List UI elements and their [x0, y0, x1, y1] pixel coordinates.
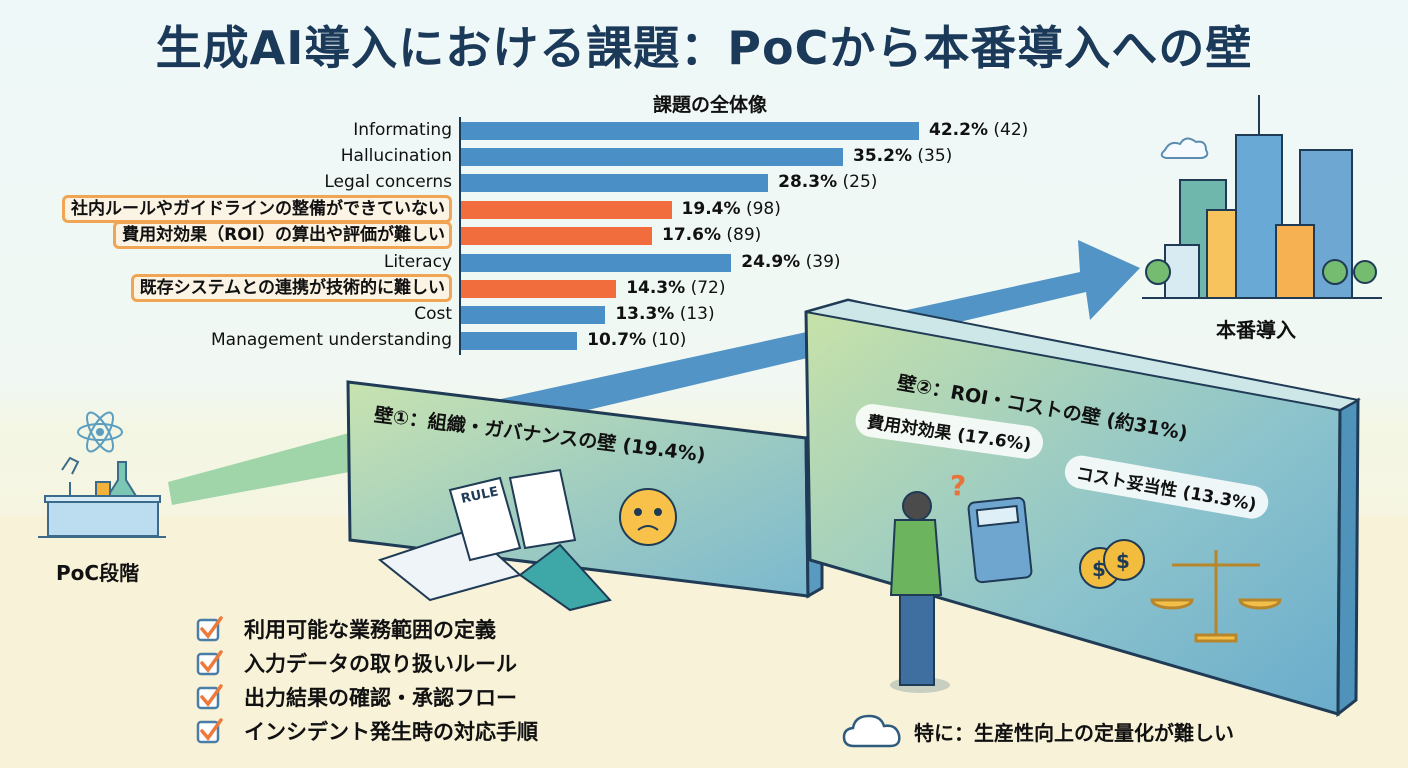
bar-value-label: 10.7% (10) [587, 330, 686, 350]
bar-value-label: 35.2% (35) [853, 146, 952, 166]
bar-value-label: 28.3% (25) [778, 172, 877, 192]
bar-count: (13) [679, 304, 715, 324]
bar [461, 201, 672, 219]
bar-count: (10) [651, 330, 687, 350]
worried-face-icon [619, 488, 677, 546]
bar-count: (25) [842, 172, 878, 192]
chart-row: Literacy 24.9% (39) [0, 250, 1100, 276]
chart-y-axis [459, 117, 461, 355]
bar-category-label: 費用対効果（ROI）の算出や評価が難しい [113, 221, 452, 249]
svg-text:$: $ [1116, 549, 1130, 573]
green-path-arrow [168, 430, 360, 505]
bar-percent: 28.3% [778, 172, 838, 192]
bar-category-label: Legal concerns [324, 172, 452, 192]
bar-value-label: 14.3% (72) [626, 278, 725, 298]
cloud-icon [842, 714, 901, 748]
torn-rulebook-icon [377, 468, 612, 612]
blue-path-arrow [360, 240, 1140, 445]
bar-count: (42) [993, 120, 1029, 140]
chart-row: Legal concerns 28.3% (25) [0, 170, 1100, 196]
bar-category-label: 社内ルールやガイドラインの整備ができていない [62, 195, 452, 223]
page-title: 生成AI導入における課題：PoCから本番導入への壁 [155, 21, 1253, 75]
bar-count: (98) [745, 199, 781, 219]
bar-category-label: Cost [414, 304, 452, 324]
bar-category-label: Informating [353, 120, 452, 140]
checkbox-checked-icon [196, 616, 223, 642]
chart-row: Management understanding 10.7% (10) [0, 328, 1100, 354]
money-bags-icon: $ $ [1079, 539, 1145, 589]
bar-value-label: 24.9% (39) [741, 252, 840, 272]
bar-category-label: Management understanding [211, 330, 452, 350]
checklist-item: インシデント発生時の対応手順 [196, 714, 538, 748]
bar-value-label: 42.2% (42) [929, 120, 1028, 140]
bar-percent: 24.9% [741, 252, 801, 272]
bar-count: (89) [726, 225, 762, 245]
bar [461, 306, 606, 324]
bar [461, 332, 578, 350]
bar [461, 254, 732, 272]
balance-scale-icon [1150, 550, 1282, 643]
governance-checklist: 利用可能な業務範囲の定義 入力データの取り扱いルール 出力結果の確認・承認フロー… [196, 612, 538, 748]
bar [461, 280, 617, 298]
checklist-item: 入力データの取り扱いルール [196, 646, 538, 680]
question-mark-icon: ? [950, 469, 966, 502]
bar [461, 122, 919, 140]
bar-value-label: 19.4% (98) [682, 199, 781, 219]
bar [461, 174, 769, 192]
bar-percent: 42.2% [929, 120, 988, 140]
checklist-item: 出力結果の確認・承認フロー [196, 680, 538, 714]
bar-value-label: 13.3% (13) [615, 304, 714, 324]
checklist-item: 利用可能な業務範囲の定義 [196, 612, 538, 646]
bar-percent: 17.6% [662, 225, 721, 245]
bar-category-label: 既存システムとの連携が技術的に難しい [130, 274, 452, 302]
bar-percent: 19.4% [681, 199, 741, 219]
bar-count: (72) [690, 278, 726, 298]
bar-category-label: Hallucination [340, 146, 452, 166]
bar-count: (39) [805, 252, 841, 272]
bar-category-label: Literacy [383, 252, 452, 272]
chart-row: Hallucination 35.2% (35) [0, 144, 1100, 170]
chart-title: 課題の全体像 [652, 94, 767, 116]
chart-row: Informating 42.2% (42) [0, 118, 1100, 144]
city-skyline-icon [1142, 95, 1382, 299]
bar-percent: 14.3% [626, 278, 686, 298]
checkbox-checked-icon [196, 650, 223, 676]
production-stage-label: 本番導入 [1216, 318, 1296, 342]
checkbox-checked-icon [196, 718, 223, 744]
calculator-icon [967, 496, 1033, 584]
chart-row: 既存システムとの連携が技術的に難しい 14.3% (72) [0, 274, 1100, 302]
chart-row: Cost 13.3% (13) [0, 302, 1100, 328]
productivity-note: 特に：生産性向上の定量化が難しい [842, 712, 1234, 750]
bar-value-label: 17.6% (89) [662, 225, 761, 245]
bar [461, 227, 652, 245]
chart-row: 費用対効果（ROI）の算出や評価が難しい 17.6% (89) [0, 221, 1100, 249]
poc-stage-label: PoC段階 [56, 561, 140, 585]
lab-bench-icon [38, 411, 166, 538]
bar-percent: 35.2% [853, 146, 912, 166]
wall-2 [804, 298, 1361, 718]
checkbox-checked-icon [196, 684, 223, 710]
svg-text:$: $ [1092, 557, 1106, 581]
bar [461, 148, 844, 166]
chart-row: 社内ルールやガイドラインの整備ができていない 19.4% (98) [0, 195, 1100, 223]
bar-percent: 13.3% [615, 304, 675, 324]
bar-percent: 10.7% [587, 330, 647, 350]
bar-count: (35) [917, 146, 953, 166]
confused-person-icon [889, 491, 950, 693]
